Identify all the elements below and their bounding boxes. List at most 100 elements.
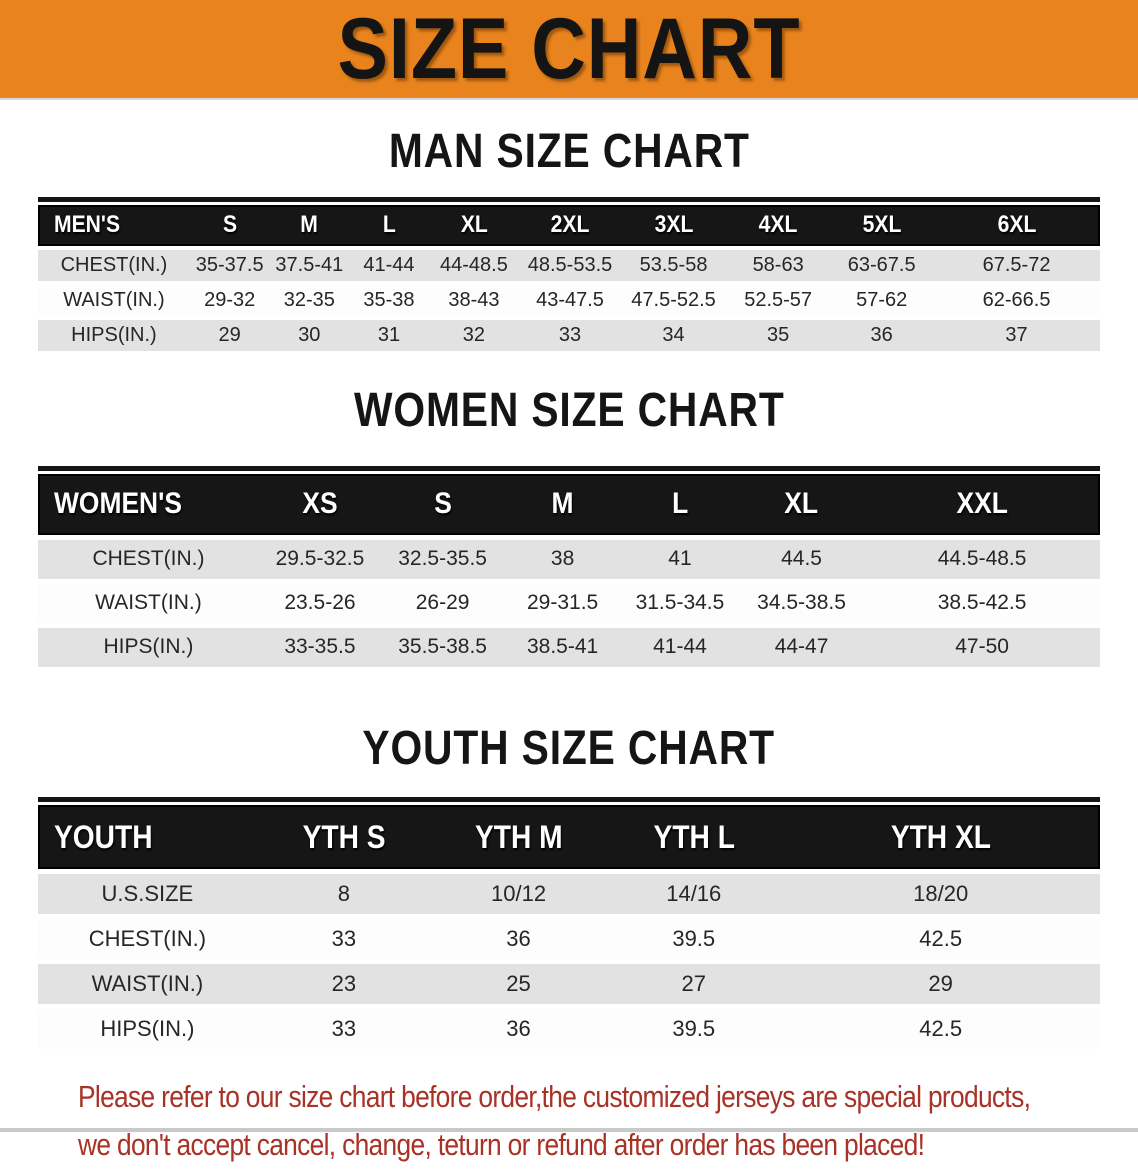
size-value-cell-text: 10/12 (491, 881, 547, 907)
size-value-cell: 32-35 (270, 285, 350, 316)
row-label: CHEST(IN.) (38, 540, 259, 579)
size-value-cell-text: 36 (870, 323, 893, 346)
size-column-header: 2XL (519, 211, 621, 239)
size-value-cell: 38.5-42.5 (864, 584, 1100, 623)
men-size-table: MEN'S S M L XL 2XL 3XL 4XL 5XL 6XL CHEST(IN.) 35-37… (38, 196, 1100, 351)
size-value-cell-text: 57-62 (856, 288, 908, 311)
size-value-cell-text: 38 (550, 547, 575, 571)
size-value-cell-text: 48.5-53.5 (527, 253, 613, 276)
disclaimer-line-1: Please refer to our size chart before or… (78, 1073, 1060, 1121)
size-column-header-text: XS (302, 487, 338, 521)
size-value-cell-text: 52.5-57 (744, 288, 813, 311)
size-value-cell: 29 (781, 964, 1100, 1004)
size-value-cell-text: 39.5 (672, 1016, 716, 1042)
size-column-header: M (270, 211, 350, 239)
size-column-header-text: YTH L (653, 818, 735, 855)
size-value-cell: 67.5-72 (933, 250, 1100, 281)
size-value-cell-text: 33 (558, 323, 582, 346)
size-value-cell-text: 42.5 (919, 1016, 963, 1042)
size-value-cell-text: 44.5 (781, 547, 822, 571)
size-value-cell: 44.5-48.5 (864, 540, 1100, 579)
size-value-cell-text: 41-44 (653, 635, 707, 659)
size-value-cell: 37 (933, 320, 1100, 351)
size-value-cell: 63-67.5 (830, 250, 933, 281)
size-value-cell-text: 38-43 (448, 288, 500, 311)
row-label-text: WAIST(IN.) (95, 591, 202, 615)
row-label: WAIST(IN.) (38, 964, 257, 1004)
table-row: WAIST(IN.) 23 25 27 29 (38, 964, 1100, 1005)
size-value-cell: 23.5-26 (259, 584, 381, 623)
women-size-table: WOMEN'S XS S M L XL XXL CHEST(IN.) 29.5-32.5 32.5… (38, 465, 1100, 667)
size-column-header: M (504, 487, 621, 521)
size-value-cell-text: 29-31.5 (526, 591, 599, 615)
table-row: WAIST(IN.) 23.5-26 26-29 29-31.5 31.5-34.5 34… (38, 583, 1100, 623)
size-column-header: S (190, 211, 270, 239)
size-value-cell: 57-62 (830, 285, 933, 316)
size-column-header-text: M (551, 487, 574, 521)
size-column-header-text: 2XL (550, 211, 590, 239)
table-row: CHEST(IN.) 33 36 39.5 42.5 (38, 919, 1100, 960)
size-value-cell-text: 34.5-38.5 (757, 591, 846, 615)
size-value-cell: 62-66.5 (933, 285, 1100, 316)
size-value-cell-text: 27 (681, 971, 706, 997)
size-value-cell-text: 33-35.5 (284, 635, 356, 659)
row-label: U.S.SIZE (38, 874, 257, 914)
size-column-header: 5XL (830, 211, 933, 239)
size-value-cell-text: 18/20 (913, 881, 969, 907)
size-value-cell: 42.5 (781, 919, 1100, 959)
size-column-header: YTH M (431, 819, 606, 856)
size-value-cell-text: 37 (1005, 323, 1028, 346)
size-value-cell: 52.5-57 (726, 285, 830, 316)
row-label-text: HIPS(IN.) (100, 1016, 195, 1042)
size-column-header-text: YTH S (302, 818, 386, 855)
size-value-cell-text: 47.5-52.5 (631, 288, 716, 311)
table-top-border (38, 797, 1100, 803)
size-column-header: YTH L (606, 819, 781, 856)
size-value-cell: 25 (431, 964, 606, 1004)
row-label: HIPS(IN.) (38, 320, 190, 351)
size-value-cell-text: 41-44 (363, 253, 415, 276)
size-value-cell-text: 31.5-34.5 (635, 591, 725, 615)
size-value-cell-text: 29 (218, 323, 241, 346)
size-value-cell: 34.5-38.5 (739, 584, 864, 623)
size-value-cell-text: 36 (506, 1016, 531, 1042)
size-value-cell-text: 41 (668, 547, 692, 571)
size-value-cell: 47.5-52.5 (621, 285, 726, 316)
banner: SIZE CHART (0, 0, 1138, 100)
size-column-header: XXL (864, 487, 1100, 521)
men-section-heading-text: MAN SIZE CHART (388, 125, 750, 178)
size-value-cell-text: 35-38 (363, 288, 415, 311)
table-top-border (38, 465, 1100, 471)
size-value-cell-text: 43-47.5 (536, 288, 604, 311)
size-value-cell: 36 (431, 919, 606, 959)
size-value-cell: 18/20 (781, 874, 1100, 914)
size-value-cell-text: 44-47 (774, 635, 829, 659)
size-value-cell: 39.5 (606, 1009, 781, 1049)
women-section-heading-text: WOMEN SIZE CHART (353, 383, 785, 437)
size-value-cell: 43-47.5 (519, 285, 621, 316)
youth-size-table: YOUTH YTH S YTH M YTH L YTH XL U.S.SIZE 8 10/12… (38, 797, 1100, 1050)
size-value-cell-text: 23 (331, 971, 357, 997)
size-value-cell: 35-37.5 (190, 250, 270, 281)
content: MAN SIZE CHART MEN'S S M L XL 2XL 3XL 4XL 5XL 6XL… (0, 125, 1138, 1169)
size-value-cell: 33 (257, 919, 431, 959)
size-column-header-text: 3XL (654, 211, 693, 239)
size-value-cell: 35 (726, 320, 830, 351)
size-value-cell-text: 26-29 (415, 591, 470, 615)
size-value-cell: 30 (270, 320, 350, 351)
size-column-header-text: XXL (956, 487, 1008, 521)
size-value-cell-text: 25 (506, 971, 531, 997)
youth-section-heading-text: YOUTH SIZE CHART (362, 721, 776, 775)
size-value-cell: 29 (190, 320, 270, 351)
section-men: MAN SIZE CHART MEN'S S M L XL 2XL 3XL 4XL 5XL 6XL… (38, 125, 1100, 351)
row-label-text: HIPS(IN.) (103, 635, 194, 659)
size-value-cell-text: 23.5-26 (284, 591, 356, 615)
women-section-heading: WOMEN SIZE CHART (38, 383, 1100, 438)
row-label-text: WAIST(IN.) (91, 971, 204, 997)
size-value-cell: 8 (257, 874, 431, 914)
size-value-cell-text: 8 (337, 881, 350, 907)
size-value-cell: 58-63 (726, 250, 830, 281)
size-value-cell: 36 (830, 320, 933, 351)
size-value-cell-text: 30 (298, 323, 321, 346)
